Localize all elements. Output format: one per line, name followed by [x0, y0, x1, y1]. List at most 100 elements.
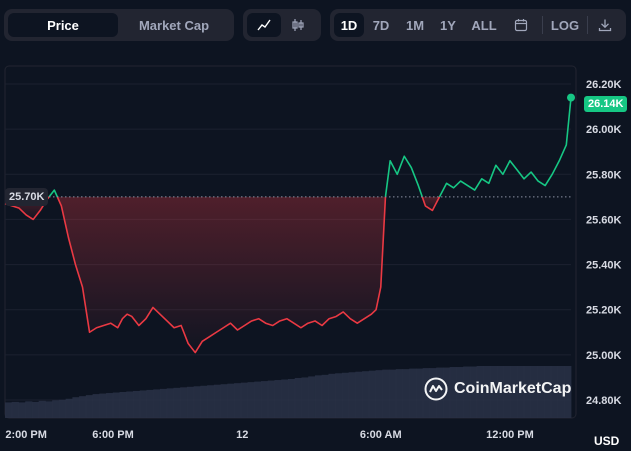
volume-bar: [496, 366, 505, 418]
volume-bar: [395, 369, 403, 418]
x-axis: 2:00 PM 6:00 PM 12 6:00 AM 12:00 PM: [5, 429, 533, 441]
volume-bar: [301, 377, 309, 418]
volume-bar: [92, 394, 100, 418]
volume-bar: [476, 366, 484, 418]
x-tick-label: 12:00 PM: [486, 429, 534, 441]
volume-bar: [119, 392, 127, 418]
tab-price[interactable]: Price: [8, 13, 118, 37]
line-chart-button[interactable]: [247, 13, 281, 37]
y-tick-label: 25.20K: [586, 305, 622, 317]
volume-bar: [436, 367, 444, 418]
volume-bar: [321, 374, 329, 418]
y-tick-label: 25.40K: [586, 260, 622, 272]
price-area-down: [422, 196, 440, 211]
volume-bar: [240, 382, 248, 418]
price-area-down: [57, 196, 386, 353]
volume-bars: [5, 366, 572, 418]
volume-bar: [267, 380, 275, 418]
volume-bar: [186, 386, 195, 418]
volume-bar: [335, 373, 343, 418]
volume-bar: [362, 371, 370, 418]
volume-bar: [11, 401, 19, 418]
volume-bar: [173, 387, 181, 418]
volume-bar: [52, 400, 60, 418]
volume-bar: [544, 366, 552, 418]
candlestick-button[interactable]: [281, 13, 315, 37]
tab-market-cap[interactable]: Market Cap: [138, 17, 210, 33]
volume-bar: [389, 369, 397, 418]
volume-bar: [153, 389, 161, 418]
volume-bar: [537, 366, 545, 418]
volume-bar: [227, 383, 235, 418]
volume-bar: [139, 390, 147, 418]
volume-bar: [159, 388, 168, 418]
volume-bar: [449, 367, 457, 418]
volume-bar: [288, 379, 296, 418]
volume-bar: [308, 376, 316, 418]
x-tick-label: 12: [236, 429, 248, 441]
volume-bar: [483, 366, 491, 418]
volume-bar: [31, 401, 40, 418]
y-tick-label: 26.20K: [586, 79, 622, 91]
calendar-button[interactable]: [504, 13, 538, 37]
volume-bar: [523, 366, 531, 418]
y-axis: 26.20K 26.00K 25.80K 25.60K 25.40K 25.20K 25.0…: [586, 79, 622, 407]
y-tick-label: 26.00K: [586, 124, 622, 136]
volume-bar: [133, 390, 141, 418]
volume-bar: [402, 369, 410, 418]
volume-bar: [375, 370, 383, 418]
volume-bar: [469, 366, 478, 418]
toolbar-divider: [542, 16, 543, 34]
volume-bar: [517, 366, 525, 418]
volume-bar: [65, 398, 73, 418]
volume-bar: [25, 401, 33, 418]
volume-bar: [557, 366, 565, 418]
volume-bar: [247, 382, 255, 418]
volume-bar: [112, 392, 120, 418]
x-tick-label: 6:00 AM: [360, 429, 402, 441]
price-line-up: [384, 155, 424, 198]
volume-bar: [85, 395, 93, 418]
price-line-down: [421, 196, 441, 212]
chart-type-toggle: [243, 9, 321, 41]
candlestick-icon: [292, 19, 304, 31]
x-tick-label: 6:00 PM: [92, 429, 134, 441]
current-price-badge: 26.14K: [584, 96, 628, 112]
volume-bar: [5, 402, 13, 418]
volume-bar: [409, 368, 417, 418]
range-1d-button[interactable]: 1D: [334, 13, 364, 37]
price-line-up: [438, 97, 572, 198]
volume-bar: [166, 388, 174, 418]
volume-bar: [146, 389, 154, 418]
volume-bar: [106, 393, 114, 418]
volume-bar: [261, 381, 269, 418]
volume-bar: [503, 366, 511, 418]
currency-label: USD: [594, 434, 620, 448]
y-tick-label: 25.00K: [586, 350, 622, 362]
y-tick-label: 25.80K: [586, 169, 622, 181]
volume-bar: [530, 366, 538, 418]
volume-bar: [126, 391, 134, 418]
watermark-text: CoinMarketCap: [454, 380, 572, 397]
volume-bar: [490, 366, 498, 418]
range-1y-button[interactable]: 1Y: [440, 17, 456, 33]
volume-bar: [72, 397, 80, 418]
range-all-button[interactable]: ALL: [471, 17, 497, 33]
x-tick-label: 2:00 PM: [5, 429, 47, 441]
volume-bar: [281, 379, 289, 418]
volume-bar: [348, 372, 356, 418]
download-button[interactable]: [592, 13, 618, 37]
price-line-down: [56, 196, 387, 354]
volume-bar: [463, 366, 471, 418]
volume-bar: [254, 381, 262, 418]
coinmarketcap-watermark: CoinMarketCap: [424, 377, 571, 401]
range-7d-button[interactable]: 7D: [372, 17, 390, 33]
volume-bar: [200, 385, 208, 418]
range-1m-button[interactable]: 1M: [405, 17, 425, 33]
volume-bar: [58, 399, 67, 418]
log-scale-button[interactable]: LOG: [550, 17, 580, 33]
toolbar-divider: [587, 16, 588, 34]
current-price-dot: [567, 93, 575, 102]
calendar-icon: [514, 19, 528, 32]
